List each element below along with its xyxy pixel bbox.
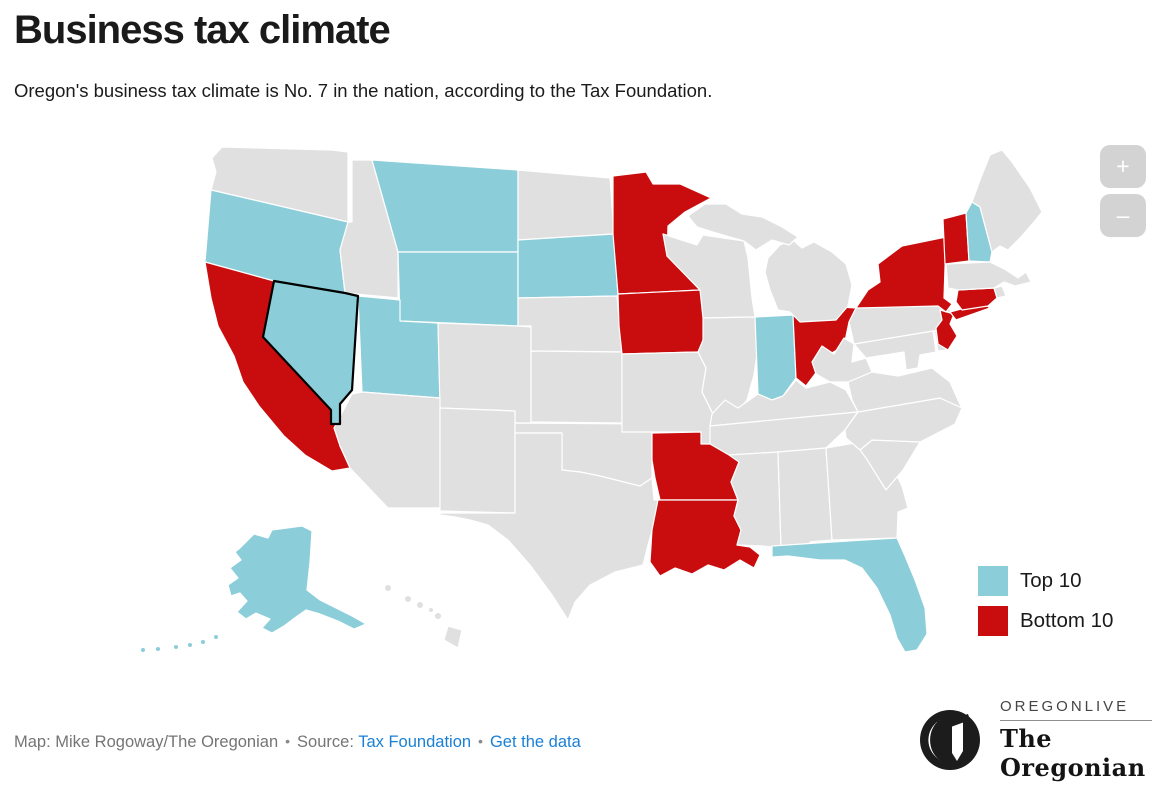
oregonian-wordmark: The Oregonian (1000, 724, 1146, 782)
island-aleutian-island (156, 647, 160, 651)
state-florida[interactable] (771, 537, 928, 653)
zoom-in-button[interactable]: + (1100, 145, 1146, 188)
state-alabama[interactable] (777, 447, 833, 556)
state-alaska[interactable] (227, 525, 367, 634)
bullet-separator: • (478, 733, 483, 749)
bottom10-swatch (978, 606, 1008, 636)
island-hawaii-island (385, 585, 391, 591)
island-aleutian-island (188, 643, 192, 647)
state-new-york[interactable] (855, 236, 953, 313)
bullet-separator: • (285, 733, 291, 749)
state-new-mexico[interactable] (439, 407, 516, 514)
island-aleutian-island (141, 648, 145, 652)
island-hawaii-island (429, 608, 433, 612)
state-hawaii[interactable] (443, 625, 463, 649)
zoom-out-button[interactable]: – (1100, 194, 1146, 237)
state-new-jersey[interactable] (935, 309, 958, 351)
state-south-dakota[interactable] (517, 233, 619, 299)
legend-item-top10: Top 10 (978, 566, 1113, 596)
state-massachusetts[interactable] (945, 261, 1032, 291)
page-subtitle: Oregon's business tax climate is No. 7 i… (14, 80, 713, 101)
state-north-dakota[interactable] (517, 169, 615, 241)
source-link[interactable]: Tax Foundation (358, 733, 472, 751)
map-legend: Top 10 Bottom 10 (978, 566, 1113, 636)
state-vermont[interactable] (942, 212, 970, 265)
page-title: Business tax climate (14, 8, 391, 52)
map-zoom-controls: + – (1100, 145, 1146, 237)
legend-label: Top 10 (1020, 569, 1082, 592)
publisher-brand: OREGONLIVE The Oregonian (918, 698, 1152, 782)
state-nevada[interactable] (261, 279, 360, 426)
island-aleutian-island (214, 635, 218, 639)
oregonlive-wordmark: OREGONLIVE (1000, 698, 1152, 721)
state-maine[interactable] (971, 149, 1043, 253)
state-rhode-island[interactable] (993, 285, 1007, 299)
oregonian-o-logo-icon (920, 710, 980, 770)
get-the-data-link[interactable]: Get the data (489, 733, 581, 751)
state-minnesota[interactable] (612, 171, 712, 295)
island-aleutian-island (201, 640, 205, 644)
map-credit: Map: Mike Rogoway/The Oregonian (14, 733, 279, 751)
attribution-footer: Map: Mike Rogoway/The Oregonian • Source: … (14, 733, 581, 752)
publisher-wordmarks: OREGONLIVE The Oregonian (1000, 698, 1152, 782)
legend-label: Bottom 10 (1020, 609, 1114, 632)
state-texas[interactable] (439, 432, 659, 621)
state-michigan[interactable] (764, 239, 853, 323)
state-montana[interactable] (371, 159, 519, 253)
island-hawaii-island (417, 602, 423, 608)
state-iowa[interactable] (617, 289, 711, 355)
island-aleutian-island (174, 645, 178, 649)
legend-item-bottom10: Bottom 10 (978, 606, 1113, 636)
state-west-virginia[interactable] (811, 337, 873, 383)
state-nebraska[interactable] (517, 295, 623, 353)
state-arizona[interactable] (333, 391, 441, 509)
state-wisconsin[interactable] (662, 233, 756, 319)
top10-swatch (978, 566, 1008, 596)
state-kansas[interactable] (530, 350, 623, 424)
island-hawaii-island (435, 613, 441, 619)
island-hawaii-island (405, 596, 411, 602)
state-michigan-upper-peninsula[interactable] (687, 203, 799, 251)
state-virginia[interactable] (847, 367, 963, 413)
state-connecticut[interactable] (955, 287, 998, 311)
source-label: Source: (297, 733, 354, 751)
state-wyoming[interactable] (397, 251, 519, 327)
